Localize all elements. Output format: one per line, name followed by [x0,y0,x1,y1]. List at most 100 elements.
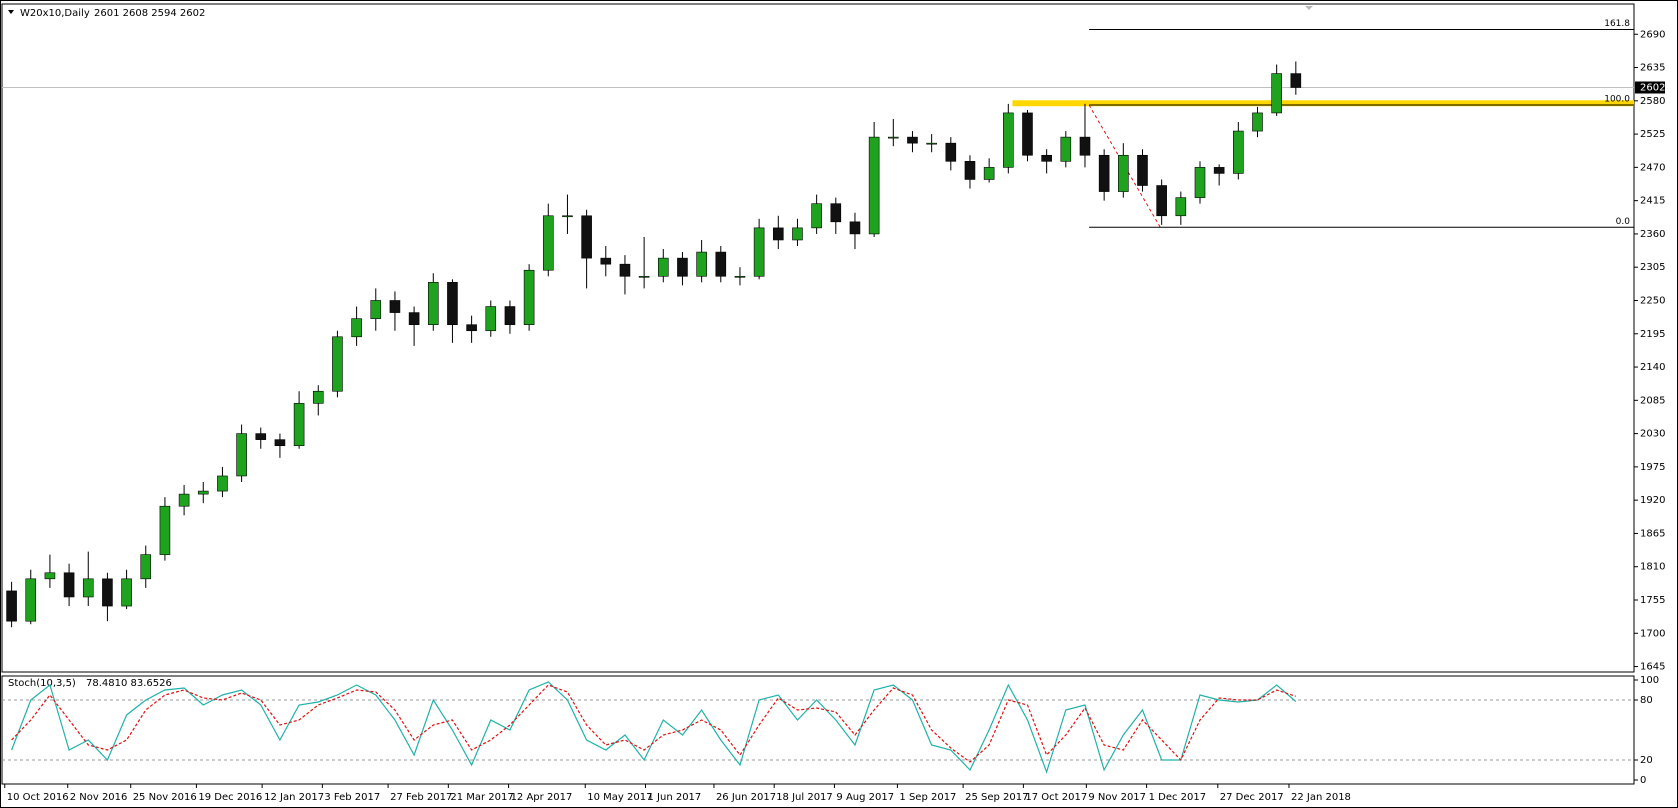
candle-body [178,493,190,507]
candle-body [600,257,612,265]
candle-body [485,306,497,332]
candle-body [638,275,650,278]
y-tick-label: 2030 [1640,429,1665,440]
indicator-y-tick-label: 100 [1640,675,1659,686]
y-tick-label: 2140 [1640,362,1665,373]
last-price-box [1635,81,1665,94]
indicator-y-tick-label: 20 [1640,755,1653,766]
indicator-line [11,684,1296,763]
candle-body [1098,154,1110,192]
candle-body [1079,136,1091,156]
fib-level-label: 0.0 [1616,217,1631,227]
y-tick-label: 1920 [1640,495,1665,506]
y-tick-label: 1975 [1640,462,1665,473]
shift-marker [1305,6,1313,10]
candle-body [370,300,382,319]
candle-body [447,282,458,325]
y-tick-label: 1810 [1640,562,1665,573]
candle-body [811,203,822,229]
candle-body [792,227,803,241]
y-tick-label: 2085 [1640,395,1665,406]
candle-body [255,433,267,440]
indicator-pane [1,675,1635,785]
candle-body [25,578,37,622]
y-tick-label: 2635 [1640,63,1665,74]
candle-body [6,590,17,622]
candle-body [1156,185,1167,217]
x-tick-label: 1 Jun 2017 [647,792,701,803]
y-tick-label: 2195 [1640,329,1665,340]
candle-body [907,136,918,144]
candle-body [1137,154,1148,186]
candle-body [236,433,247,477]
candle-body [849,221,861,235]
y-tick-label: 1755 [1640,595,1665,606]
candle-body [389,300,401,313]
x-tick-label: 25 Sep 2017 [965,792,1028,803]
candle-body [351,318,362,338]
candle-body [945,142,957,162]
x-tick-label: 22 Jan 2018 [1291,792,1351,803]
candle-body [408,312,420,325]
candle-body [581,215,592,259]
fib-level-label: 161.8 [1604,19,1630,29]
candle-body [1213,167,1225,174]
x-tick-label: 9 Aug 2017 [836,792,894,803]
candle-body [466,324,477,332]
candle-body [504,306,516,325]
candle-body [868,136,880,235]
candle-body [293,403,305,447]
candle-body [696,251,707,277]
x-tick-label: 27 Dec 2017 [1220,792,1284,803]
x-tick-label: 25 Nov 2016 [133,792,197,803]
y-tick-label: 1645 [1640,662,1665,673]
symbol-label: W20x10,Daily [20,8,90,19]
x-tick-label: 17 Oct 2017 [1025,792,1087,803]
menu-arrow[interactable] [8,10,14,14]
candle-body [772,227,784,241]
candle-body [734,275,746,278]
y-tick-label: 1700 [1640,628,1665,639]
x-tick-label: 10 May 2017 [587,792,652,803]
candle-body [888,136,899,139]
candle-body [159,505,171,555]
candle-body [82,578,94,598]
candle-body [217,475,228,492]
indicator-y-tick-label: 80 [1640,695,1653,706]
candle-body [715,251,727,277]
y-tick-label: 2360 [1640,229,1665,240]
y-tick-label: 2470 [1640,162,1665,173]
y-tick-label: 1865 [1640,528,1665,539]
y-tick-label: 2305 [1640,262,1665,273]
candle-body [753,227,765,277]
x-tick-label: 1 Sep 2017 [899,792,956,803]
x-tick-label: 12 Apr 2017 [511,792,573,803]
y-tick-label: 2525 [1640,129,1665,140]
candle-body [983,167,995,180]
candle-body [1271,73,1282,114]
x-tick-label: 26 Jun 2017 [716,792,776,803]
indicator-title: Stoch(10,3,5) [8,678,76,689]
x-tick-label: 2 Nov 2016 [70,792,128,803]
y-tick-label: 2580 [1640,96,1665,107]
candle-body [1060,136,1072,162]
x-tick-label: 18 Jul 2017 [776,792,833,803]
candle-body [140,554,152,580]
x-tick-label: 1 Dec 2017 [1149,792,1207,803]
candle-body [1022,112,1033,156]
candle-body [332,336,343,392]
candle-body [1118,154,1129,192]
candle-body [926,142,937,145]
candle-body [274,439,286,447]
candle-body [830,203,842,223]
x-tick-label: 12 Jan 2017 [264,792,324,803]
candle-body [1290,73,1302,88]
candle-body [542,215,554,271]
x-tick-label: 21 Mar 2017 [450,792,513,803]
candle-body [102,578,113,607]
x-tick-label: 10 Oct 2016 [7,792,69,803]
y-tick-label: 2690 [1640,29,1665,40]
